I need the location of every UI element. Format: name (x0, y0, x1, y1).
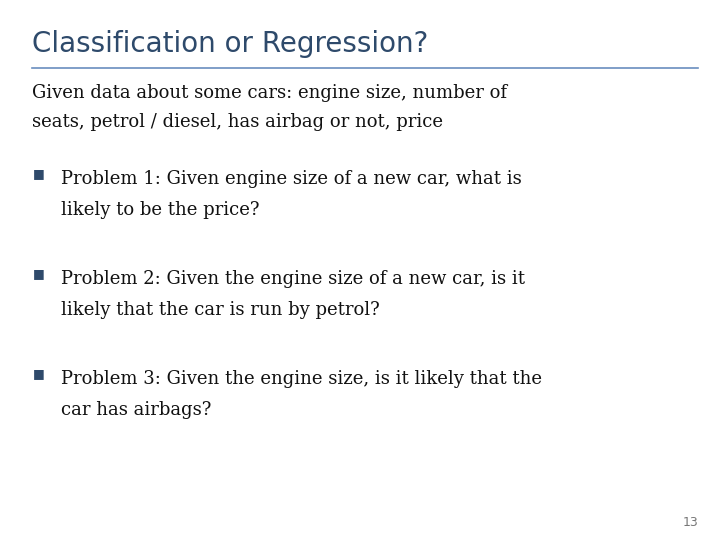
Text: seats, petrol / diesel, has airbag or not, price: seats, petrol / diesel, has airbag or no… (32, 113, 444, 131)
Text: Classification or Regression?: Classification or Regression? (32, 30, 429, 58)
Text: ■: ■ (32, 167, 44, 180)
Text: Problem 3: Given the engine size, is it likely that the: Problem 3: Given the engine size, is it … (61, 370, 542, 388)
Text: 13: 13 (683, 516, 698, 529)
Text: likely to be the price?: likely to be the price? (61, 201, 260, 219)
Text: Given data about some cars: engine size, number of: Given data about some cars: engine size,… (32, 84, 508, 102)
Text: ■: ■ (32, 267, 44, 280)
Text: likely that the car is run by petrol?: likely that the car is run by petrol? (61, 301, 380, 319)
Text: ■: ■ (32, 367, 44, 380)
Text: Problem 2: Given the engine size of a new car, is it: Problem 2: Given the engine size of a ne… (61, 270, 525, 288)
Text: Problem 1: Given engine size of a new car, what is: Problem 1: Given engine size of a new ca… (61, 170, 522, 188)
Text: car has airbags?: car has airbags? (61, 401, 212, 419)
